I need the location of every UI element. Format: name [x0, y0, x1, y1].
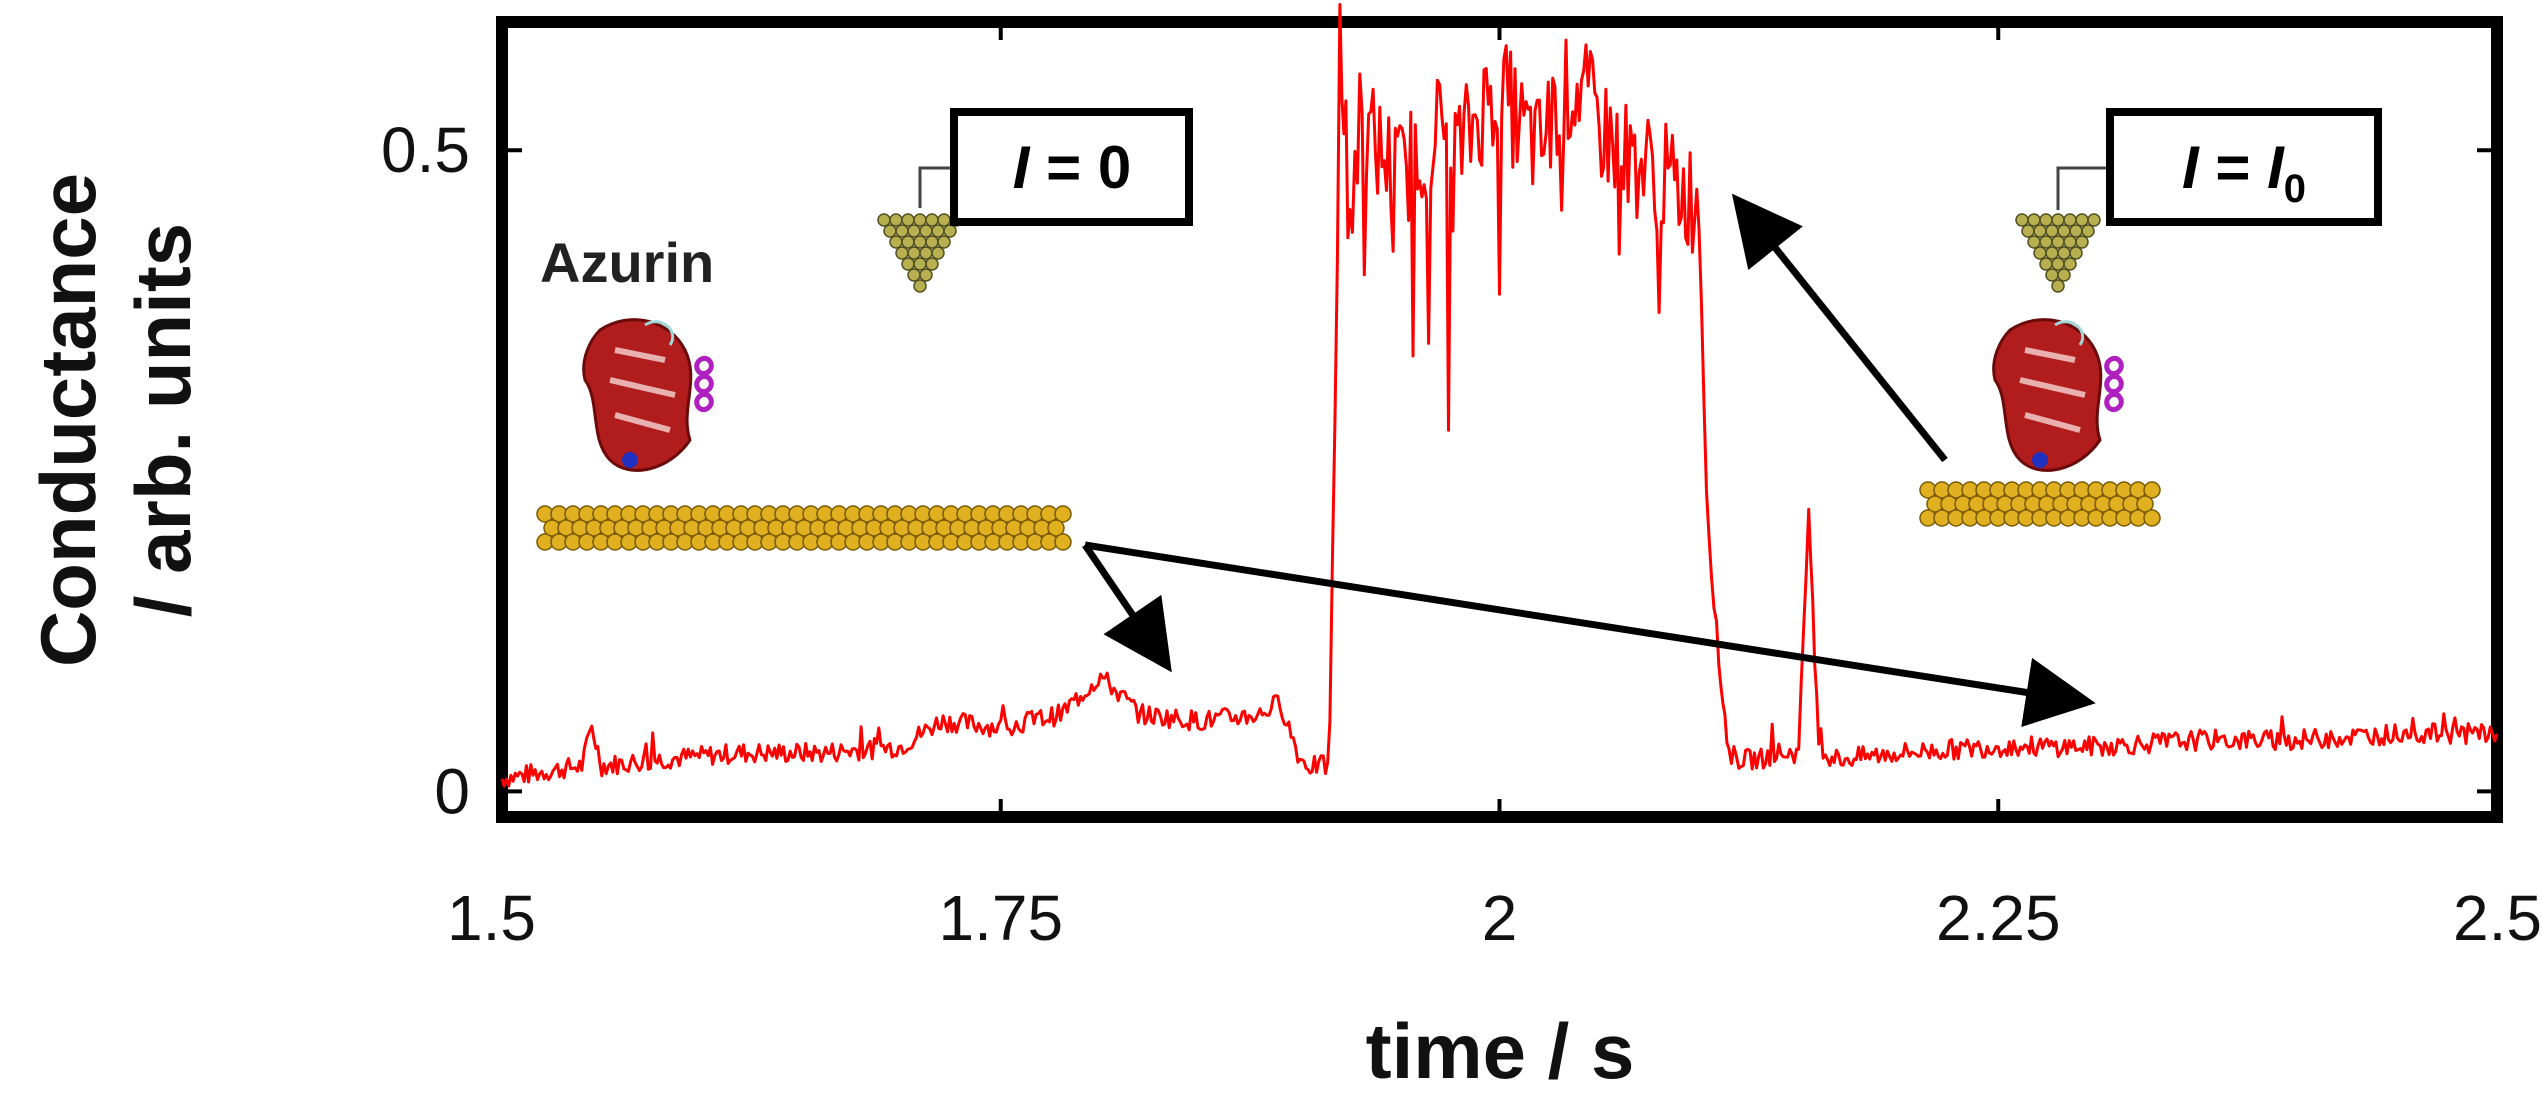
- tip-atom: [2057, 268, 2071, 282]
- x-tick-label: 1.5: [447, 882, 536, 954]
- tip-atom: [889, 235, 903, 249]
- tip-atom: [2069, 224, 2083, 238]
- gold-atom: [2143, 481, 2161, 499]
- x-axis-label: time / s: [1366, 1007, 1635, 1095]
- tip-atom: [889, 213, 903, 227]
- tip-atom: [913, 213, 927, 227]
- tip-atom: [919, 224, 933, 238]
- y-axis-label-line2: / arb. units: [119, 223, 207, 617]
- arrow-right-up: [1731, 193, 1948, 463]
- tip-atom: [895, 246, 909, 260]
- tip-atom: [901, 235, 915, 249]
- i-symbol-right: I: [2182, 134, 2200, 201]
- arrow-left-long: [1084, 541, 2096, 727]
- stm-tip-right: [2015, 166, 2110, 293]
- tip-atom: [901, 213, 915, 227]
- gold-atom: [2136, 495, 2154, 513]
- annotation-box-i-i0: I = I0: [2106, 108, 2382, 226]
- tip-atom: [919, 246, 933, 260]
- tip-atom: [2087, 213, 2101, 227]
- tip-atom: [2051, 213, 2065, 227]
- tip-atom: [2015, 213, 2029, 227]
- tip-atom: [2033, 246, 2047, 260]
- tip-atom: [2069, 246, 2083, 260]
- tip-atom: [883, 224, 897, 238]
- gold-atom: [2143, 509, 2161, 527]
- tip-atom: [937, 235, 951, 249]
- tip-atom: [2027, 213, 2041, 227]
- tip-atom: [925, 213, 939, 227]
- annotation-box-i-zero: I = 0: [950, 108, 1193, 226]
- tip-atom: [2045, 268, 2059, 282]
- svg-text:I = 0: I = 0: [1013, 134, 1131, 201]
- y-axis-ticks: 00.5: [381, 114, 2497, 827]
- tip-atom: [2057, 246, 2071, 260]
- y-axis-label-line1: Conductance: [24, 173, 112, 667]
- gold-atom: [1054, 505, 1072, 523]
- tip-atom: [2039, 257, 2053, 271]
- tip-atom: [907, 224, 921, 238]
- series-conductance-line: [500, 3, 2499, 788]
- tip-atom: [2039, 213, 2053, 227]
- gold-surface-right: [1919, 481, 2161, 527]
- azurin-label: Azurin: [540, 231, 714, 294]
- x-tick-label: 2.5: [2453, 882, 2542, 954]
- tip-atom: [2057, 224, 2071, 238]
- tip-atom: [2063, 213, 2077, 227]
- x-tick-label: 2: [1482, 882, 1518, 954]
- gold-surface-left: [536, 505, 1072, 551]
- svg-text:I = I0: I = I0: [2182, 134, 2306, 211]
- y-tick-label: 0: [434, 755, 470, 827]
- tip-atom: [2045, 246, 2059, 260]
- tip-atom: [907, 246, 921, 260]
- i-equals: =: [2199, 134, 2267, 201]
- tip-atom: [2063, 257, 2077, 271]
- arrow-left-down: [1082, 543, 1172, 673]
- tip-atom: [2051, 279, 2065, 293]
- tip-atom: [907, 268, 921, 282]
- tip-atom: [2063, 235, 2077, 249]
- tip-atom: [2021, 224, 2035, 238]
- i0-symbol: I: [2267, 134, 2285, 201]
- gold-atom: [1047, 519, 1065, 537]
- tip-atom: [2051, 235, 2065, 249]
- tip-atom: [931, 224, 945, 238]
- tip-atom: [2033, 224, 2047, 238]
- tip-atom: [2027, 235, 2041, 249]
- azurin-protein-left: [582, 318, 714, 472]
- y-tick-label: 0.5: [381, 114, 470, 186]
- x-tick-label: 2.25: [1936, 882, 2061, 954]
- gold-atom: [1054, 533, 1072, 551]
- x-axis-ticks: 1.5 1.75 2 2.25 2.5: [447, 22, 2542, 954]
- tip-atom: [895, 224, 909, 238]
- tip-atom: [2075, 235, 2089, 249]
- azurin-protein-right: [1992, 318, 2124, 472]
- x-tick-label: 1.75: [938, 882, 1063, 954]
- tip-atom: [937, 213, 951, 227]
- i0-subscript: 0: [2284, 167, 2306, 211]
- stm-tip-left: [877, 166, 963, 293]
- tip-atom: [931, 246, 945, 260]
- i-symbol: I: [1013, 134, 1031, 201]
- tip-atom: [2045, 224, 2059, 238]
- tip-atom: [925, 235, 939, 249]
- tip-atom: [913, 235, 927, 249]
- tip-atom: [2039, 235, 2053, 249]
- tip-atom: [2051, 257, 2065, 271]
- tip-atom: [2075, 213, 2089, 227]
- tip-atom: [877, 213, 891, 227]
- tip-atom: [913, 257, 927, 271]
- tip-atom: [901, 257, 915, 271]
- tip-atom: [913, 279, 927, 293]
- tip-atom: [919, 268, 933, 282]
- tip-atom: [925, 257, 939, 271]
- i-zero-rest: = 0: [1029, 134, 1131, 201]
- tip-atom: [2081, 224, 2095, 238]
- tip-atom: [943, 224, 957, 238]
